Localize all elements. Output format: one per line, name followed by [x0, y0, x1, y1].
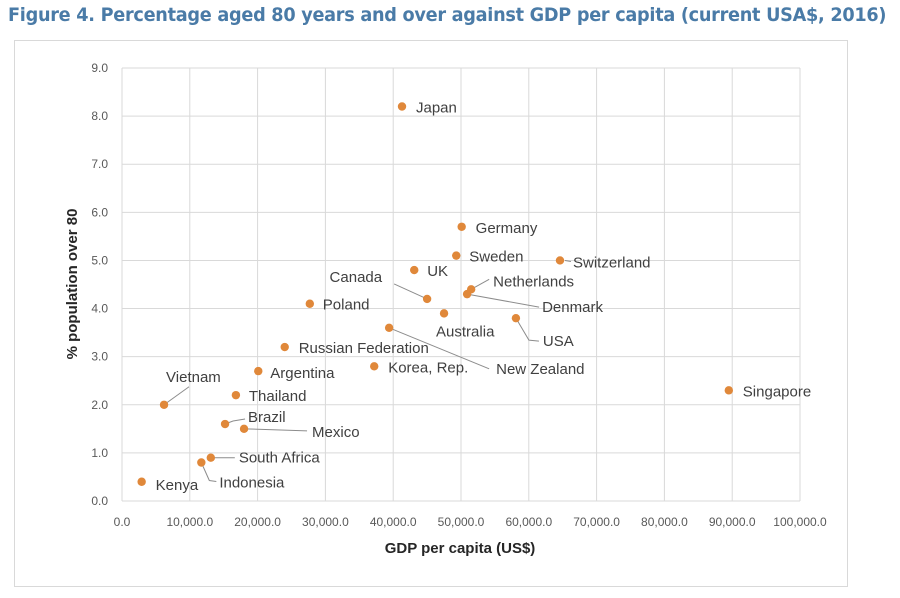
point-label: Thailand: [249, 388, 307, 405]
point-label: Japan: [416, 99, 457, 116]
point-label: Poland: [323, 297, 370, 314]
y-tick-label: 9.0: [91, 61, 108, 75]
data-point: [555, 256, 565, 265]
point-label: New Zealand: [496, 361, 584, 378]
data-point: [457, 222, 466, 231]
y-tick-label: 1.0: [91, 446, 108, 460]
data-point: [397, 102, 407, 111]
x-tick-label: 30,000.0: [302, 515, 349, 529]
leader-line: [163, 386, 190, 406]
point-label: Kenya: [156, 477, 199, 494]
data-point: [370, 362, 379, 371]
y-tick-label: 0.0: [91, 494, 108, 508]
x-tick-label: 70,000.0: [573, 515, 620, 529]
y-tick-label: 8.0: [91, 109, 108, 123]
x-tick-label: 100,000.0: [773, 515, 827, 529]
y-tick-label: 2.0: [91, 398, 108, 412]
y-tick-label: 6.0: [91, 205, 108, 219]
x-tick-label: 90,000.0: [709, 515, 756, 529]
point-label: South Africa: [239, 450, 321, 467]
y-tick-label: 3.0: [91, 350, 108, 364]
data-point: [137, 477, 146, 486]
point-label: Switzerland: [573, 254, 651, 271]
leader-line: [564, 259, 572, 262]
leader-line: [393, 283, 428, 300]
point-label: Russian Federation: [299, 340, 429, 357]
data-point: [422, 294, 432, 304]
leader-line: [388, 327, 490, 370]
point-label: Indonesia: [219, 475, 285, 492]
y-tick-label: 7.0: [91, 157, 108, 171]
point-label: UK: [427, 263, 448, 280]
point-label: Canada: [330, 269, 383, 286]
data-point: [254, 366, 263, 376]
point-label: Denmark: [542, 299, 603, 316]
point-label: Germany: [476, 220, 538, 237]
data-point: [197, 458, 206, 467]
data-point: [159, 400, 169, 409]
y-tick-label: 4.0: [91, 302, 108, 316]
data-point: [231, 390, 241, 400]
point-label: Sweden: [469, 249, 523, 266]
leader-line: [244, 428, 308, 432]
y-tick-label: 5.0: [91, 253, 108, 267]
x-tick-label: 10,000.0: [166, 515, 213, 529]
data-point: [280, 342, 289, 352]
data-point: [220, 419, 230, 429]
x-tick-label: 40,000.0: [370, 515, 417, 529]
data-point: [239, 424, 249, 434]
leader-line: [515, 317, 539, 342]
data-point: [305, 299, 315, 308]
y-axis-title: % population over 80: [64, 209, 81, 360]
data-point: [511, 313, 521, 323]
point-label: Brazil: [248, 409, 286, 426]
leader-line: [200, 462, 217, 483]
x-tick-label: 50,000.0: [438, 515, 485, 529]
x-tick-label: 0.0: [114, 515, 131, 529]
point-label: Mexico: [312, 424, 360, 441]
point-label: Australia: [436, 323, 495, 340]
data-point: [206, 453, 216, 462]
data-point: [452, 251, 461, 260]
data-point: [410, 265, 419, 275]
point-label: USA: [543, 333, 574, 350]
x-tick-label: 20,000.0: [234, 515, 281, 529]
point-label: Argentina: [270, 365, 335, 382]
data-point: [384, 323, 394, 332]
chart-title: Figure 4. Percentage aged 80 years and o…: [8, 4, 887, 26]
point-label: Korea, Rep.: [388, 359, 468, 376]
leader-line: [467, 293, 540, 308]
data-point: [439, 309, 449, 318]
chart-frame: [14, 40, 848, 587]
point-label: Singapore: [743, 383, 811, 400]
point-label: Vietnam: [166, 369, 221, 386]
data-point: [724, 386, 734, 395]
data-point: [462, 289, 472, 299]
x-tick-label: 60,000.0: [505, 515, 552, 529]
point-label: Netherlands: [493, 273, 574, 290]
x-axis-title: GDP per capita (US$): [385, 540, 536, 557]
x-tick-label: 80,000.0: [641, 515, 688, 529]
